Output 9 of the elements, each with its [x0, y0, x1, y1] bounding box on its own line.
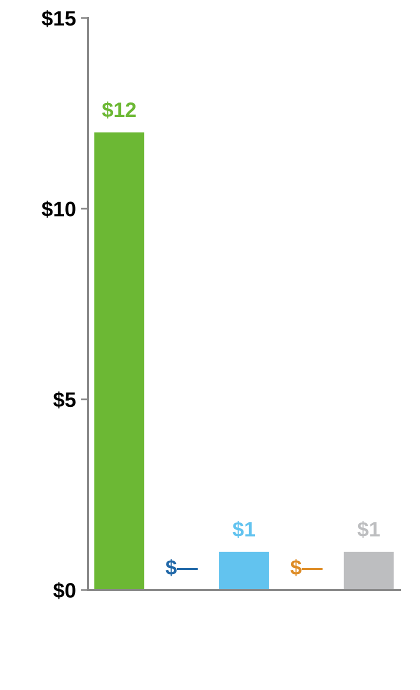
- y-tick-label: $15: [42, 10, 76, 28]
- data-label: $—: [166, 559, 198, 576]
- data-label: $—: [290, 559, 323, 576]
- y-tick-label: $5: [53, 391, 76, 408]
- y-tick-label: $0: [53, 582, 76, 600]
- data-label: $1: [357, 520, 380, 538]
- data-label: $12: [102, 102, 136, 119]
- data-label: $1: [232, 520, 256, 538]
- y-tick-label: $10: [42, 200, 76, 218]
